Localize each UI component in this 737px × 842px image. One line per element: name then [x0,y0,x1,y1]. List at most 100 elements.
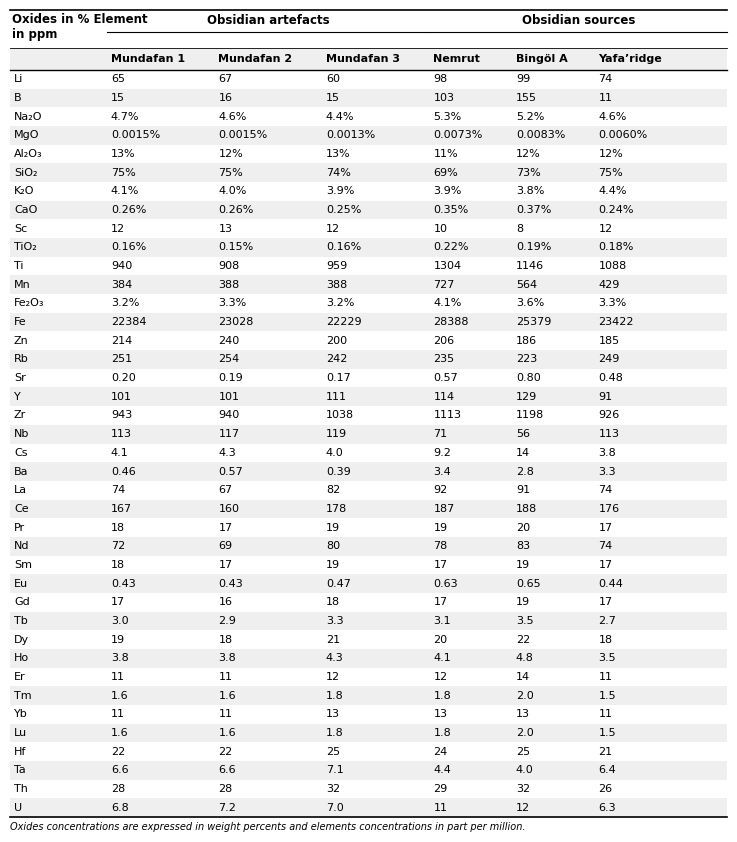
Text: 11: 11 [218,709,232,719]
Bar [10,743,727,761]
Text: Sc: Sc [14,224,27,234]
Text: 564: 564 [516,280,537,290]
Text: 3.8: 3.8 [218,653,236,663]
Text: 12: 12 [326,224,340,234]
Text: 82: 82 [326,485,340,495]
Bar [10,182,727,200]
Bar [10,145,727,163]
Text: 22384: 22384 [111,317,147,327]
Text: 114: 114 [433,392,455,402]
Text: 3.2%: 3.2% [326,298,354,308]
Text: 14: 14 [516,672,530,682]
Text: 254: 254 [218,354,240,365]
Text: 1.5: 1.5 [598,728,616,738]
Text: 0.57: 0.57 [218,466,243,477]
Bar [10,425,727,444]
Text: 0.17: 0.17 [326,373,351,383]
Text: 11: 11 [598,93,612,103]
Text: 3.3%: 3.3% [598,298,626,308]
Text: 18: 18 [218,635,232,645]
Text: 17: 17 [111,597,125,607]
Text: 21: 21 [326,635,340,645]
Text: 185: 185 [598,336,620,346]
Text: Yafa’ridge: Yafa’ridge [598,54,662,64]
Text: 28: 28 [111,784,125,794]
Bar [10,387,727,406]
Bar [10,70,727,88]
Text: 67: 67 [218,485,232,495]
Bar [10,649,727,668]
Text: 75%: 75% [598,168,623,178]
Text: 13: 13 [433,709,447,719]
Text: 940: 940 [111,261,132,271]
Text: 111: 111 [326,392,347,402]
Text: Nd: Nd [14,541,29,552]
Text: 2.7: 2.7 [598,616,616,626]
Text: Nb: Nb [14,429,29,440]
Text: 74: 74 [111,485,125,495]
Bar [10,686,727,705]
Text: 56: 56 [516,429,530,440]
Text: 5.3%: 5.3% [433,112,461,122]
Text: 10: 10 [433,224,447,234]
Text: 0.0015%: 0.0015% [111,131,160,141]
Text: 71: 71 [433,429,447,440]
Text: 18: 18 [598,635,612,645]
Text: 0.43: 0.43 [111,578,136,589]
Text: 6.6: 6.6 [111,765,128,775]
Text: 1113: 1113 [433,411,461,420]
Text: 12%: 12% [218,149,243,159]
Text: 12: 12 [598,224,612,234]
Text: 4.8: 4.8 [516,653,534,663]
Text: Sm: Sm [14,560,32,570]
Text: 0.0013%: 0.0013% [326,131,375,141]
Text: 3.9%: 3.9% [326,186,354,196]
Text: Hf: Hf [14,747,27,757]
Text: 7.2: 7.2 [218,802,237,813]
Text: 249: 249 [598,354,620,365]
Text: Zn: Zn [14,336,29,346]
Text: 25: 25 [516,747,530,757]
Text: 429: 429 [598,280,620,290]
Text: 11: 11 [598,709,612,719]
Text: 206: 206 [433,336,455,346]
Text: 727: 727 [433,280,455,290]
Bar [10,369,727,387]
Bar [10,723,727,743]
Text: 17: 17 [598,560,612,570]
Bar [10,668,727,686]
Text: 80: 80 [326,541,340,552]
Text: 12%: 12% [516,149,541,159]
Text: 23028: 23028 [218,317,254,327]
Text: 13: 13 [326,709,340,719]
Text: 11: 11 [218,672,232,682]
Text: 0.0073%: 0.0073% [433,131,483,141]
Text: 3.3: 3.3 [326,616,343,626]
Text: 235: 235 [433,354,455,365]
Bar [10,761,727,780]
Text: 0.35%: 0.35% [433,205,469,215]
Text: 1.8: 1.8 [433,728,451,738]
Text: 6.6: 6.6 [218,765,236,775]
Text: Gd: Gd [14,597,29,607]
Text: 1.5: 1.5 [598,690,616,701]
Text: 186: 186 [516,336,537,346]
Text: 187: 187 [433,504,455,514]
Bar [10,294,727,312]
Text: 0.16%: 0.16% [111,242,146,253]
Text: Oxides concentrations are expressed in weight percents and elements concentratio: Oxides concentrations are expressed in w… [10,822,525,832]
Text: 3.3: 3.3 [598,466,616,477]
Text: 4.6%: 4.6% [218,112,247,122]
Text: 2.8: 2.8 [516,466,534,477]
Text: 0.80: 0.80 [516,373,541,383]
Text: 3.8: 3.8 [111,653,128,663]
Text: 11: 11 [111,672,125,682]
Text: 4.0%: 4.0% [218,186,247,196]
Text: 101: 101 [218,392,240,402]
Text: MgO: MgO [14,131,40,141]
Text: 3.4: 3.4 [433,466,451,477]
Text: 0.26%: 0.26% [218,205,254,215]
Text: 69: 69 [218,541,232,552]
Text: Tm: Tm [14,690,32,701]
Text: 0.65: 0.65 [516,578,540,589]
